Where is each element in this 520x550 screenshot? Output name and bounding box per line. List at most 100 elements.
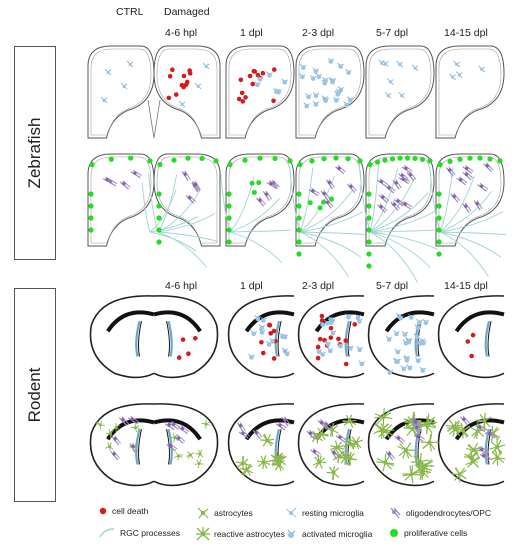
timepoint-zf-2-3dpl: 2-3 dpl (302, 27, 335, 39)
rodent-5dpl-reactive-astrocyte-3 (376, 453, 395, 472)
rodent-2dpl-cell-death-10 (328, 335, 334, 340)
zf-5dpl-microglia-4 (411, 64, 419, 72)
rodent-4hpl-astrocyte-4 (195, 449, 204, 459)
rodent-5dpl-microglia-21 (414, 357, 422, 364)
zf-brain-row1-2 (295, 45, 365, 139)
zf-4hpl-proliferative-side-0 (156, 191, 162, 197)
rodent-2dpl-microglia-11 (324, 340, 332, 347)
zebrafish-label-box: Zebrafish (14, 46, 56, 260)
zf-2dpl-oligodendrocyte-5 (308, 187, 320, 197)
zf-14dpl-proliferative-side-0 (436, 191, 442, 197)
zf-2dpl-proliferative-side-0 (296, 191, 302, 197)
zf-1dpl-proliferative-top-1 (242, 157, 248, 163)
rodent-2dpl-microglia-13 (356, 317, 363, 324)
rodent-1dpl-cell-death-6 (260, 350, 266, 356)
zf-14dpl-oligodendrocyte-8 (450, 192, 461, 203)
rodent-5dpl-oligodendrocyte-5 (413, 433, 425, 442)
timepoint-rodent-14-15dpl: 14-15 dpl (444, 280, 488, 292)
zf-4hpl-cell-death-7 (181, 73, 187, 79)
rodent-ctrl-astrocyte-3 (130, 423, 140, 433)
rodent-row2-hemi-1 (227, 403, 295, 487)
rodent-5dpl-microglia-12 (416, 318, 423, 325)
zf-2dpl-rgc-process-5 (299, 231, 366, 236)
zf-2dpl-proliferative-top-5 (357, 158, 363, 164)
rodent-4hpl-oligodendrocyte-4 (164, 421, 176, 431)
zf-1dpl-cell-death-4 (260, 70, 266, 76)
rodent-14dpl-oligodendrocyte-3 (459, 415, 471, 426)
zf-4hpl-proliferative-side-3 (156, 227, 162, 233)
rodent-5dpl-microglia-0 (401, 330, 409, 337)
zf-4hpl-proliferative-top-1 (171, 157, 177, 163)
zf-brain-ctrl-left (87, 45, 155, 139)
zf-brain-row1-1 (225, 45, 295, 139)
timepoint-zf-1dpl: 1 dpl (240, 27, 263, 39)
zf-1dpl-proliferative-inner-1 (249, 180, 255, 186)
rodent-5dpl-reactive-astrocyte-11 (397, 442, 415, 459)
zf-2dpl-proliferative-side-4 (296, 239, 302, 245)
zf-ctrl-rgc-process-2 (149, 216, 198, 233)
zf-5dpl-oligodendrocyte-6 (392, 179, 402, 190)
zf-2dpl-activated-microglia-7 (346, 96, 354, 103)
zf-5dpl-rgc-process-6 (369, 229, 440, 233)
reactive-astrocyte-icon (196, 527, 210, 541)
zf-2dpl-activated-microglia-6 (343, 101, 350, 108)
zf-14dpl-oligodendrocyte-3 (456, 176, 468, 186)
zf-1dpl-cell-death-0 (271, 98, 276, 104)
rodent-2dpl-cell-death-2 (328, 325, 334, 331)
zf-14dpl-proliferative-side-2 (436, 215, 442, 221)
zf-5dpl-proliferative-side-4 (366, 239, 372, 245)
zf-2dpl-activated-microglia-13 (312, 100, 320, 107)
zf-ctrl-oligodendrocyte-1 (130, 169, 142, 179)
zf-5dpl-rgc-process-4 (369, 192, 429, 233)
timepoint-zf-4-6hpl: 4-6 hpl (165, 27, 198, 39)
rodent-5dpl-microglia-14 (385, 335, 393, 342)
zf-ctrl-proliferative-side-3 (88, 227, 94, 233)
zf-5dpl-microglia-5 (396, 60, 404, 68)
rodent-5dpl-microglia-18 (405, 338, 413, 345)
zf-1dpl-proliferative-side-3 (226, 227, 232, 233)
timepoint-rodent-2-3dpl: 2-3 dpl (302, 280, 335, 292)
rodent-4hpl-astrocyte-0 (186, 451, 195, 459)
zf-5dpl-proliferative-side-2 (366, 215, 372, 221)
rodent-1dpl-reactive-astrocyte-6 (270, 450, 285, 464)
timepoint-rodent-5-7dpl: 5-7 dpl (376, 280, 409, 292)
zf-1dpl-proliferative-side-1 (226, 203, 232, 209)
zf-14dpl-rgc-process-2 (439, 175, 475, 233)
zf-2dpl-activated-microglia-20 (345, 68, 352, 75)
zf-4hpl-proliferative-top-4 (213, 158, 219, 164)
zf-1dpl-microglia-3 (254, 81, 261, 88)
zf-14dpl-oligodendrocyte-2 (483, 162, 494, 173)
zf-5dpl-proliferative-side-0 (366, 191, 372, 197)
zf-2dpl-proliferative-side-3 (296, 227, 302, 233)
rodent-1dpl-cell-death-0 (271, 328, 277, 334)
rodent-2dpl-cell-death-9 (319, 318, 325, 323)
rodent-2dpl-oligodendrocyte-3 (306, 429, 317, 440)
rodent-2dpl-cell-death-13 (315, 355, 321, 361)
rodent-1dpl-cell-death-3 (268, 331, 274, 336)
zf-4hpl-proliferative-top-3 (199, 155, 205, 162)
rodent-2dpl-cell-death-11 (343, 361, 349, 367)
rodent-2dpl-microglia-8 (345, 313, 352, 320)
rodent-ctrl-astrocyte-5 (105, 442, 114, 452)
rodent-row1-hemi-1 (227, 295, 295, 379)
rodent-2dpl-oligodendrocyte-4 (317, 419, 328, 429)
zf-4hpl-microglia-1 (202, 62, 210, 70)
zf-4hpl-oligodendrocyte-0 (185, 194, 196, 204)
rodent-1dpl-cell-death-2 (271, 356, 277, 361)
zf-5dpl-oligodendrocyte-7 (401, 164, 413, 174)
zf-1dpl-rgc-process-2 (229, 197, 280, 233)
zf-2dpl-proliferative-top-3 (333, 155, 339, 161)
zf-4hpl-rgc-process-3 (157, 213, 216, 233)
header-damaged: Damaged (164, 6, 210, 18)
zf-5dpl-microglia-3 (398, 91, 405, 99)
oligodendrocyte-icon (390, 507, 401, 519)
legend-astrocytes-label: astrocytes (214, 508, 253, 518)
rodent-label-box: Rodent (14, 288, 56, 502)
zf-5dpl-rgc-process-8 (369, 231, 431, 268)
rodent-1dpl-microglia-5 (279, 333, 286, 340)
zf-5dpl-rgc-process-7 (369, 231, 438, 250)
zf-1dpl-cell-death-9 (247, 73, 253, 79)
zf-ctrl-resting-microglia-1 (120, 82, 128, 90)
rodent-14dpl-oligodendrocyte-2 (477, 445, 489, 455)
rodent-5dpl-microglia-23 (419, 366, 426, 373)
